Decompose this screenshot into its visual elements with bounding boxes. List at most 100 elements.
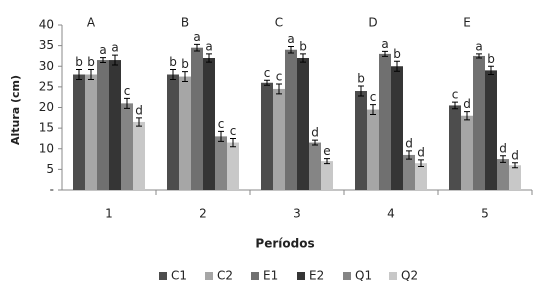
x-axis-label: Períodos (255, 237, 314, 251)
x-tick-label: 3 (293, 207, 301, 221)
error-bar (452, 101, 458, 110)
letter-label: a (99, 43, 106, 57)
letter-label: a (193, 30, 200, 44)
bar (167, 74, 179, 190)
legend-swatch (205, 272, 213, 280)
error-bar (418, 159, 424, 167)
error-bar (136, 117, 142, 127)
y-tick-label: 20 (39, 100, 54, 114)
letter-label: b (87, 55, 95, 69)
y-tick-label: - (50, 183, 54, 197)
error-bar (464, 111, 470, 121)
error-bar (312, 139, 318, 146)
y-tick-label: 10 (39, 141, 54, 155)
letter-label: d (135, 103, 143, 117)
letter-label: a (111, 41, 118, 55)
x-tick-label: 2 (199, 207, 207, 221)
bar (215, 136, 227, 190)
error-bar (206, 53, 212, 63)
legend-label: E1 (263, 269, 278, 283)
legend-swatch (251, 272, 259, 280)
bar (461, 115, 473, 190)
error-bar (264, 79, 270, 86)
y-tick-label: 40 (39, 18, 54, 32)
bar (309, 142, 321, 190)
error-bar (512, 162, 518, 169)
x-tick-label: 5 (481, 207, 489, 221)
bar (391, 66, 403, 190)
letter-label: e (323, 144, 330, 158)
error-bar (488, 65, 494, 75)
bar (133, 121, 145, 190)
letter-label: b (75, 55, 83, 69)
letter-label: b (169, 55, 177, 69)
bar (497, 159, 509, 190)
error-bar (76, 69, 82, 80)
error-bar (182, 71, 188, 83)
bar (355, 91, 367, 190)
letter-label: b (357, 72, 365, 86)
letter-label: b (181, 57, 189, 71)
error-bar (406, 150, 412, 160)
legend-swatch (389, 272, 397, 280)
error-bar (170, 69, 176, 80)
group-label: B (181, 16, 189, 30)
bar (121, 103, 133, 190)
error-bar (88, 69, 94, 80)
letter-label: a (287, 32, 294, 46)
error-bar (230, 137, 236, 148)
letter-label: a (205, 39, 212, 53)
bar (285, 49, 297, 190)
bar (485, 70, 497, 190)
error-bar (288, 45, 294, 54)
error-bar (358, 85, 364, 97)
error-bar (276, 83, 282, 95)
legend-swatch (297, 272, 305, 280)
bar (321, 161, 333, 190)
bar (367, 109, 379, 190)
letter-label: b (299, 39, 307, 53)
bar (179, 76, 191, 190)
letter-label: d (511, 148, 519, 162)
letter-label: c (124, 84, 131, 98)
bar (97, 60, 109, 190)
bar (261, 82, 273, 190)
bar (297, 58, 309, 190)
bar (227, 142, 239, 190)
error-bar (500, 155, 506, 163)
y-tick-label: 15 (39, 121, 54, 135)
group-label: A (87, 16, 96, 30)
letter-label: b (487, 52, 495, 66)
error-bar (112, 54, 118, 66)
error-bar (218, 130, 224, 142)
legend-label: Q1 (355, 269, 372, 283)
y-tick-label: 30 (39, 59, 54, 73)
bar (403, 154, 415, 190)
error-bar (476, 53, 482, 59)
letter-label: c (264, 66, 271, 80)
error-bar (300, 53, 306, 63)
bar (415, 163, 427, 190)
bar (379, 53, 391, 190)
letter-label: c (218, 117, 225, 131)
bar (109, 60, 121, 190)
legend-swatch (343, 272, 351, 280)
y-tick-label: 25 (39, 79, 54, 93)
letter-label: d (499, 141, 507, 155)
letter-label: a (475, 39, 482, 53)
letter-label: c (230, 124, 237, 138)
group-label: C (275, 16, 283, 30)
legend-swatch (159, 272, 167, 280)
error-bar (382, 50, 388, 57)
letter-label: d (417, 145, 425, 159)
bar (191, 47, 203, 190)
legend-label: C2 (217, 269, 233, 283)
bar (73, 74, 85, 190)
y-tick-label: 35 (39, 38, 54, 52)
legend-label: E2 (309, 269, 324, 283)
bar (203, 58, 215, 190)
letter-label: d (405, 136, 413, 150)
letter-label: c (452, 88, 459, 102)
letter-label: b (393, 47, 401, 61)
bar (449, 105, 461, 190)
